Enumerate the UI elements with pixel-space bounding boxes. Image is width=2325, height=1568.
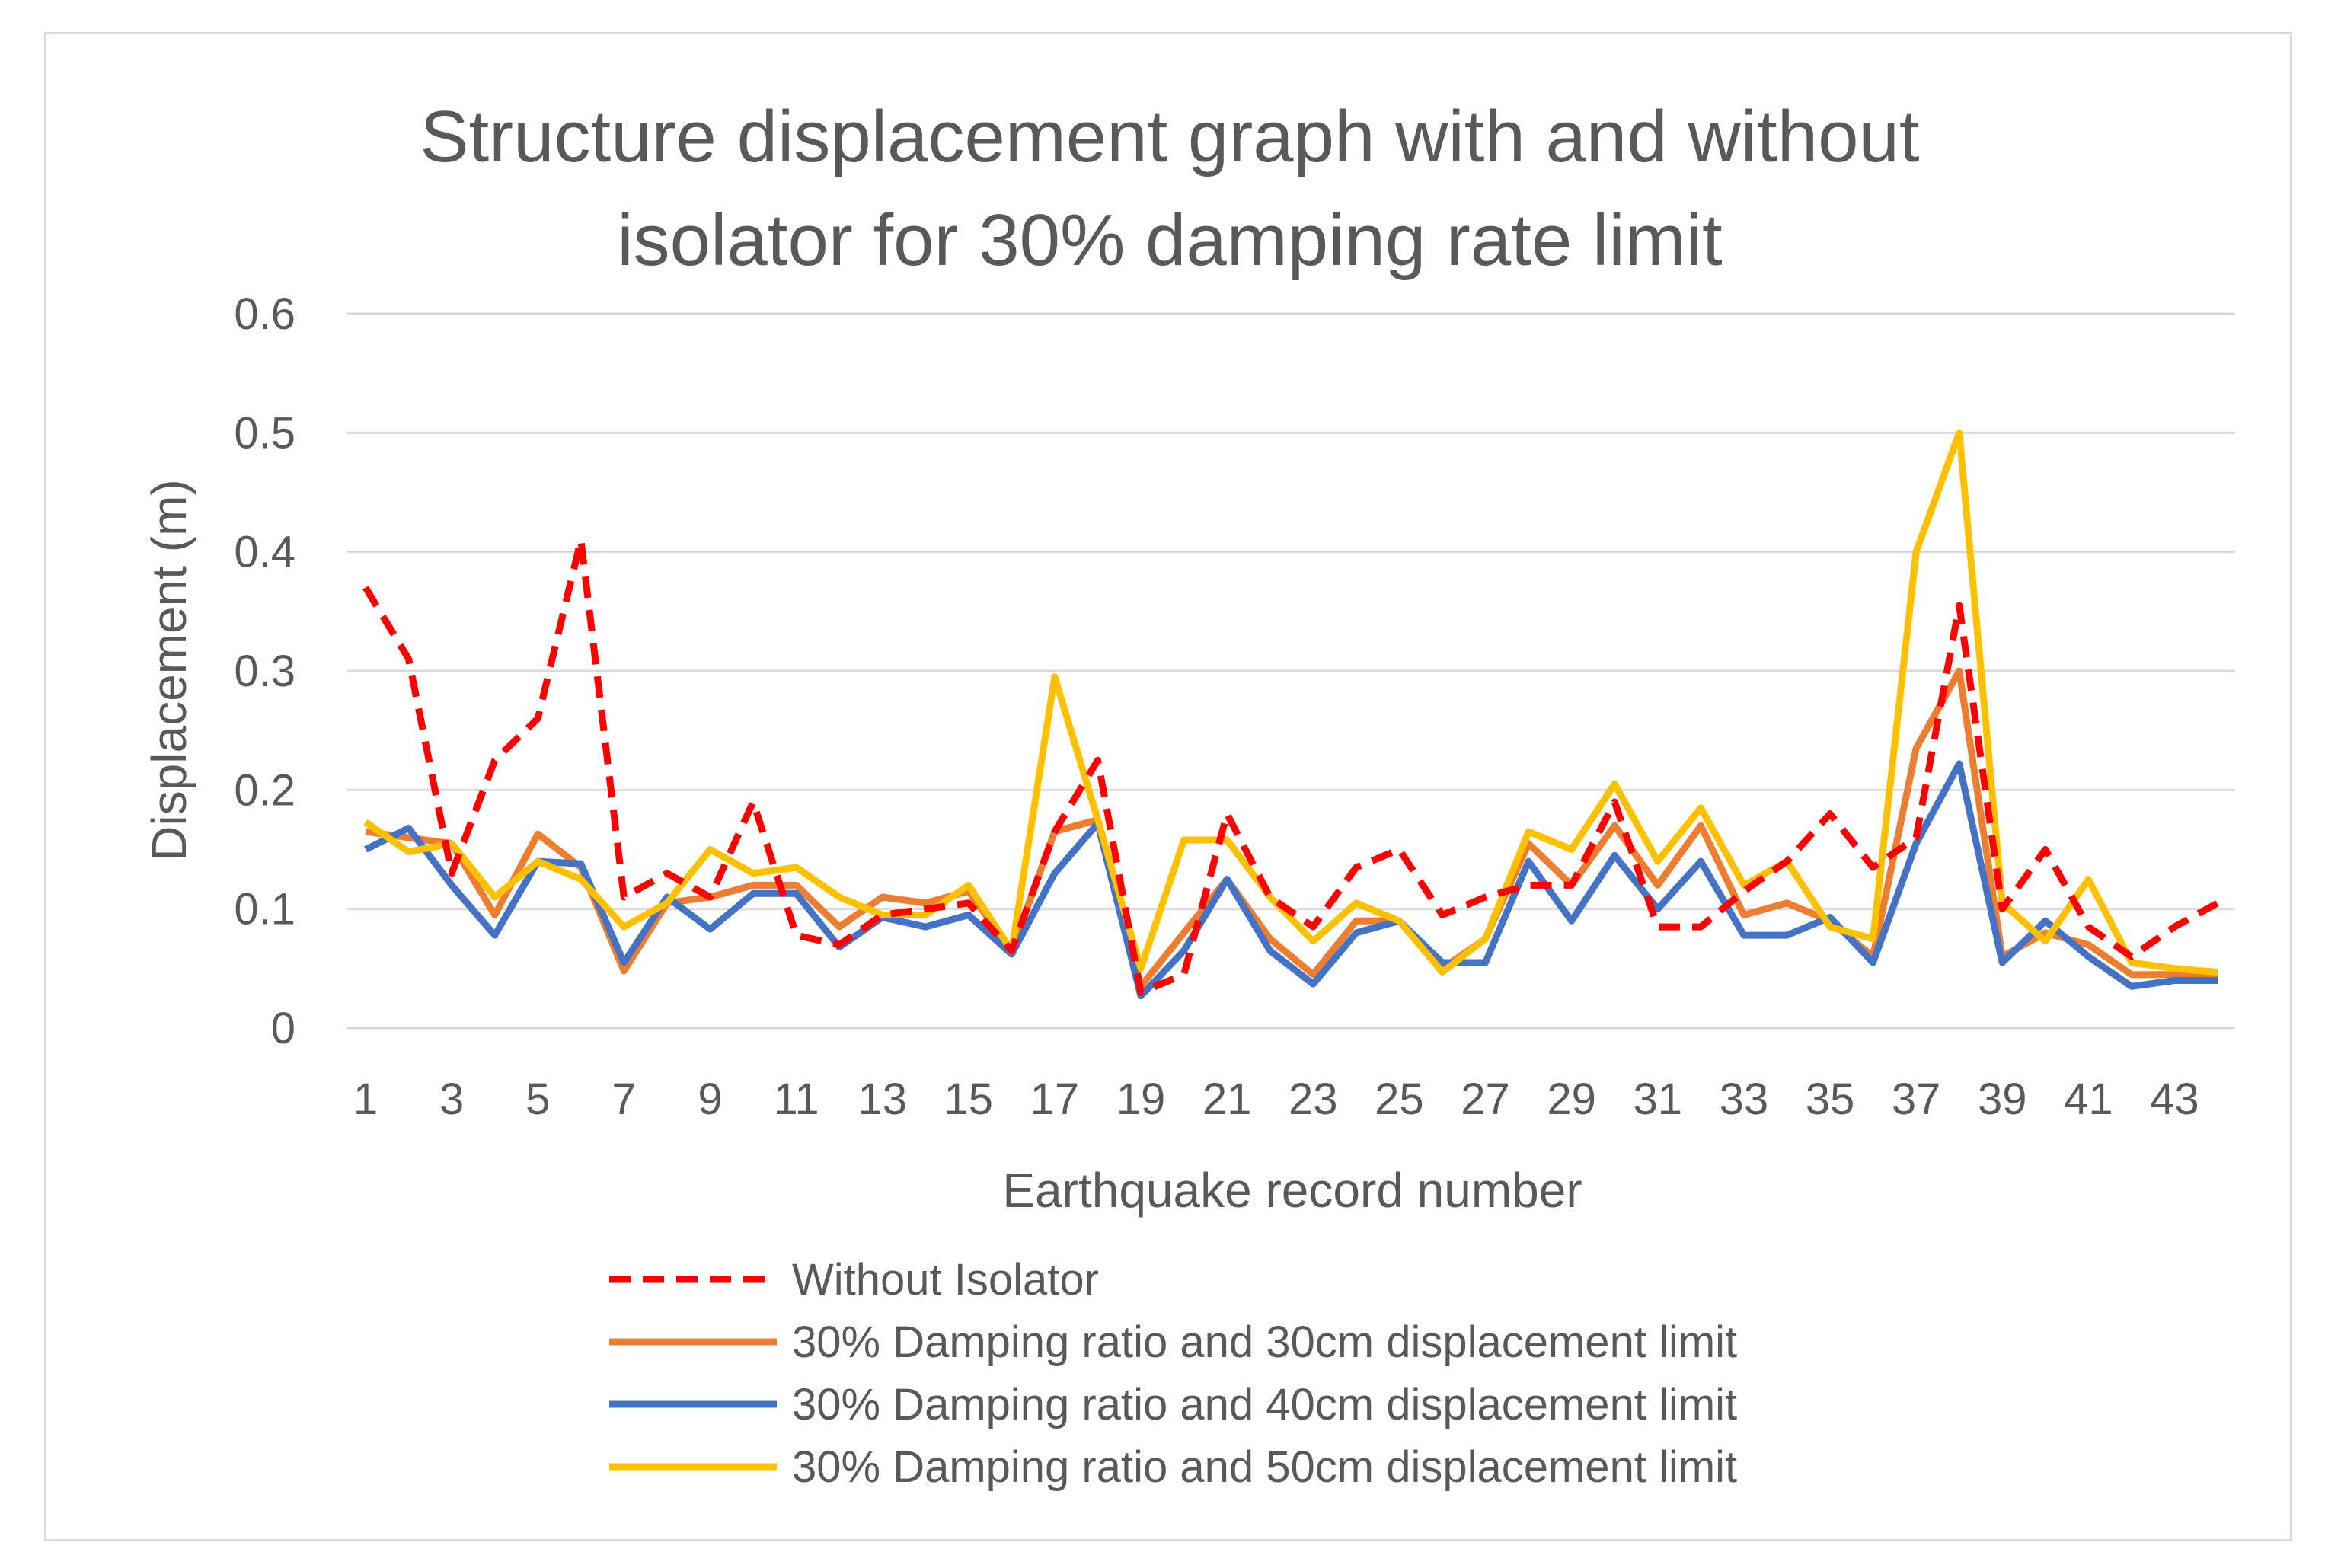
x-tick-label: 37 [1892, 1075, 1941, 1124]
x-tick-label: 9 [698, 1075, 722, 1124]
legend-label-0: Without Isolator [792, 1255, 1099, 1305]
chart-frame [44, 32, 2292, 1541]
series-lines [362, 429, 2220, 1000]
y-tick-label: 0.2 [234, 765, 295, 815]
series-line-0 [362, 536, 2220, 996]
legend-label-1: 30% Damping ratio and 30cm displacement … [792, 1317, 1737, 1367]
x-axis-label: Earthquake record number [1002, 1163, 1582, 1218]
x-tick-label: 13 [858, 1075, 907, 1124]
x-tick-label: 17 [1030, 1075, 1080, 1124]
x-tick-labels: 1 3 5 7 9 11 13 15 17 19 21 23 25 27 29 31 33 35 37 39 41 43 [353, 1075, 2199, 1124]
x-tick-label: 5 [525, 1075, 550, 1124]
y-axis-label: Displacement (m) [142, 479, 196, 861]
x-tick-label: 29 [1547, 1075, 1596, 1124]
y-tick-label: 0.6 [234, 289, 295, 339]
x-tick-label: 23 [1289, 1075, 1338, 1124]
chart-title-line-2: isolator for 30% damping rate limit [617, 200, 1722, 281]
x-tick-label: 27 [1461, 1075, 1510, 1124]
y-tick-label: 0.4 [234, 528, 295, 577]
x-tick-label: 19 [1116, 1075, 1166, 1124]
legend-label-2: 30% Damping ratio and 40cm displacement … [792, 1380, 1737, 1429]
x-tick-label: 25 [1375, 1075, 1424, 1124]
x-tick-label: 31 [1633, 1075, 1682, 1124]
y-tick-label: 0.1 [234, 885, 295, 934]
y-tick-label: 0.5 [234, 408, 295, 458]
x-tick-label: 3 [439, 1075, 464, 1124]
legend: Without Isolator 30% Damping ratio and 30… [609, 1255, 1737, 1492]
x-tick-label: 15 [944, 1075, 994, 1124]
x-tick-label: 41 [2064, 1075, 2113, 1124]
x-tick-label: 7 [612, 1075, 636, 1124]
x-tick-label: 33 [1720, 1075, 1769, 1124]
x-tick-label: 11 [773, 1075, 819, 1124]
y-tick-labels: 0 0.1 0.2 0.3 0.4 0.5 0.6 [234, 289, 295, 1053]
series-line-3 [363, 429, 2218, 976]
y-tick-label: 0 [271, 1004, 295, 1053]
series-line-2 [363, 760, 2218, 1000]
legend-label-3: 30% Damping ratio and 50cm displacement … [792, 1442, 1737, 1492]
x-tick-label: 21 [1202, 1075, 1252, 1124]
y-tick-label: 0.3 [234, 647, 295, 696]
x-tick-label: 43 [2150, 1075, 2199, 1124]
x-tick-label: 1 [353, 1075, 378, 1124]
chart-title-line-1: Structure displacement graph with and wi… [420, 96, 1919, 177]
x-tick-label: 35 [1806, 1075, 1855, 1124]
x-tick-label: 39 [1978, 1075, 2027, 1124]
